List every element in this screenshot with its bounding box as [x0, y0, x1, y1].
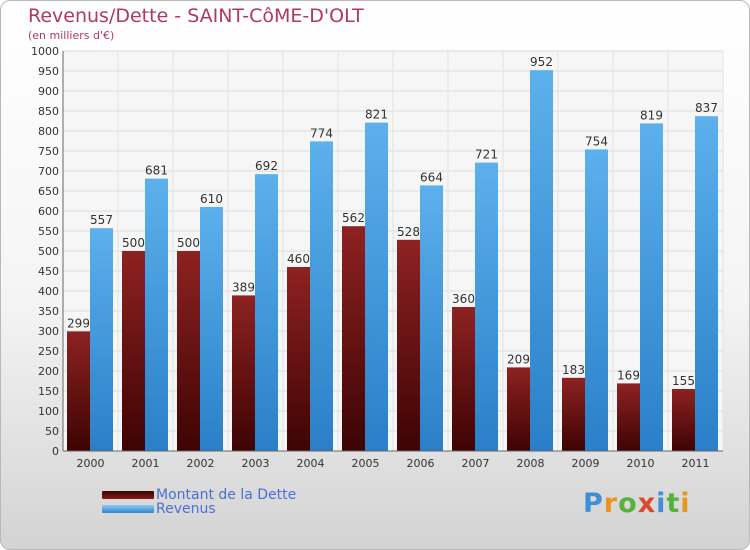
- bar-debt: [672, 389, 695, 451]
- data-label-revenue: 754: [585, 134, 608, 148]
- bar-debt: [397, 239, 420, 451]
- y-tick-label: 600: [38, 205, 59, 218]
- x-tick-label: 2002: [187, 457, 215, 470]
- bar-revenue: [365, 122, 388, 451]
- data-label-revenue: 774: [310, 126, 333, 140]
- legend-swatch-debt: [102, 491, 154, 499]
- data-label-debt: 169: [617, 368, 640, 382]
- y-tick-label: 350: [38, 305, 59, 318]
- y-tick-label: 850: [38, 105, 59, 118]
- bar-debt: [67, 331, 90, 451]
- data-label-debt: 209: [507, 352, 530, 366]
- data-label-revenue: 721: [475, 148, 498, 162]
- data-label-revenue: 819: [640, 108, 663, 122]
- data-label-revenue: 821: [365, 108, 388, 122]
- x-tick-label: 2010: [627, 457, 655, 470]
- logo-letter: r: [603, 488, 619, 519]
- bar-debt: [232, 295, 255, 451]
- y-tick-label: 500: [38, 245, 59, 258]
- y-tick-label: 250: [38, 345, 59, 358]
- bar-revenue: [640, 123, 663, 452]
- bar-revenue: [310, 141, 333, 451]
- bar-debt: [287, 267, 310, 451]
- data-label-debt: 360: [452, 292, 475, 306]
- y-tick-label: 0: [52, 445, 59, 458]
- x-tick-label: 2011: [682, 457, 710, 470]
- bar-debt: [562, 377, 585, 451]
- y-tick-label: 50: [45, 425, 59, 438]
- y-tick-label: 700: [38, 165, 59, 178]
- bar-revenue: [530, 70, 553, 451]
- data-label-revenue: 952: [530, 55, 553, 69]
- chart-title: Revenus/Dette - SAINT-CôME-D'OLT: [28, 5, 364, 27]
- x-tick-label: 2008: [517, 457, 545, 470]
- data-label-debt: 183: [562, 363, 585, 377]
- logo-letter: o: [618, 488, 638, 519]
- y-tick-label: 550: [38, 225, 59, 238]
- y-tick-label: 900: [38, 85, 59, 98]
- data-label-revenue: 664: [420, 170, 443, 184]
- legend-label-revenue: Revenus: [156, 501, 216, 517]
- x-tick-label: 2005: [352, 457, 380, 470]
- y-tick-label: 100: [38, 405, 59, 418]
- logo-letter: i: [656, 488, 667, 519]
- bar-debt: [617, 383, 640, 451]
- data-label-debt: 500: [122, 236, 145, 250]
- logo-letter: P: [583, 488, 604, 519]
- bar-revenue: [420, 185, 443, 451]
- proxiti-logo: Proxiti: [583, 488, 691, 519]
- data-label-revenue: 692: [255, 159, 278, 173]
- legend-label-debt: Montant de la Dette: [156, 487, 297, 503]
- data-label-debt: 389: [232, 280, 255, 294]
- bar-revenue: [695, 116, 718, 451]
- x-tick-label: 2001: [132, 457, 160, 470]
- bar-revenue: [200, 207, 223, 451]
- data-label-debt: 299: [67, 316, 90, 330]
- bar-revenue: [255, 174, 278, 451]
- x-tick-label: 2000: [77, 457, 105, 470]
- y-tick-label: 150: [38, 385, 59, 398]
- bar-revenue: [475, 162, 498, 451]
- y-tick-label: 800: [38, 125, 59, 138]
- data-label-revenue: 610: [200, 192, 223, 206]
- chart-subtitle: (en milliers d'€): [28, 29, 115, 42]
- x-tick-label: 2004: [297, 457, 325, 470]
- bar-debt: [177, 251, 200, 451]
- legend-item-debt: Montant de la Dette: [102, 488, 296, 502]
- logo-letter: i: [680, 488, 691, 519]
- bar-debt: [122, 251, 145, 451]
- x-tick-label: 2003: [242, 457, 270, 470]
- bar-debt: [452, 307, 475, 451]
- x-tick-label: 2007: [462, 457, 490, 470]
- y-tick-label: 950: [38, 65, 59, 78]
- x-tick-label: 2006: [407, 457, 435, 470]
- data-label-debt: 562: [342, 211, 365, 225]
- bar-debt: [342, 226, 365, 451]
- data-label-debt: 155: [672, 374, 695, 388]
- data-label-revenue: 681: [145, 164, 168, 178]
- data-label-debt: 528: [397, 225, 420, 239]
- data-label-revenue: 557: [90, 213, 113, 227]
- y-tick-label: 650: [38, 185, 59, 198]
- bar-debt: [507, 367, 530, 451]
- y-tick-label: 400: [38, 285, 59, 298]
- legend-item-revenue: Revenus: [102, 502, 216, 516]
- y-tick-label: 300: [38, 325, 59, 338]
- y-tick-label: 200: [38, 365, 59, 378]
- y-tick-label: 750: [38, 145, 59, 158]
- x-tick-label: 2009: [572, 457, 600, 470]
- bar-revenue: [585, 149, 608, 451]
- data-label-debt: 500: [177, 236, 200, 250]
- bar-revenue: [90, 228, 113, 451]
- bar-revenue: [145, 178, 168, 451]
- data-label-revenue: 837: [695, 101, 718, 115]
- logo-letter: t: [666, 488, 681, 519]
- legend-swatch-revenue: [102, 505, 154, 513]
- data-label-debt: 460: [287, 252, 310, 266]
- logo-letter: x: [637, 488, 657, 519]
- y-tick-label: 450: [38, 265, 59, 278]
- y-tick-label: 1000: [31, 45, 59, 58]
